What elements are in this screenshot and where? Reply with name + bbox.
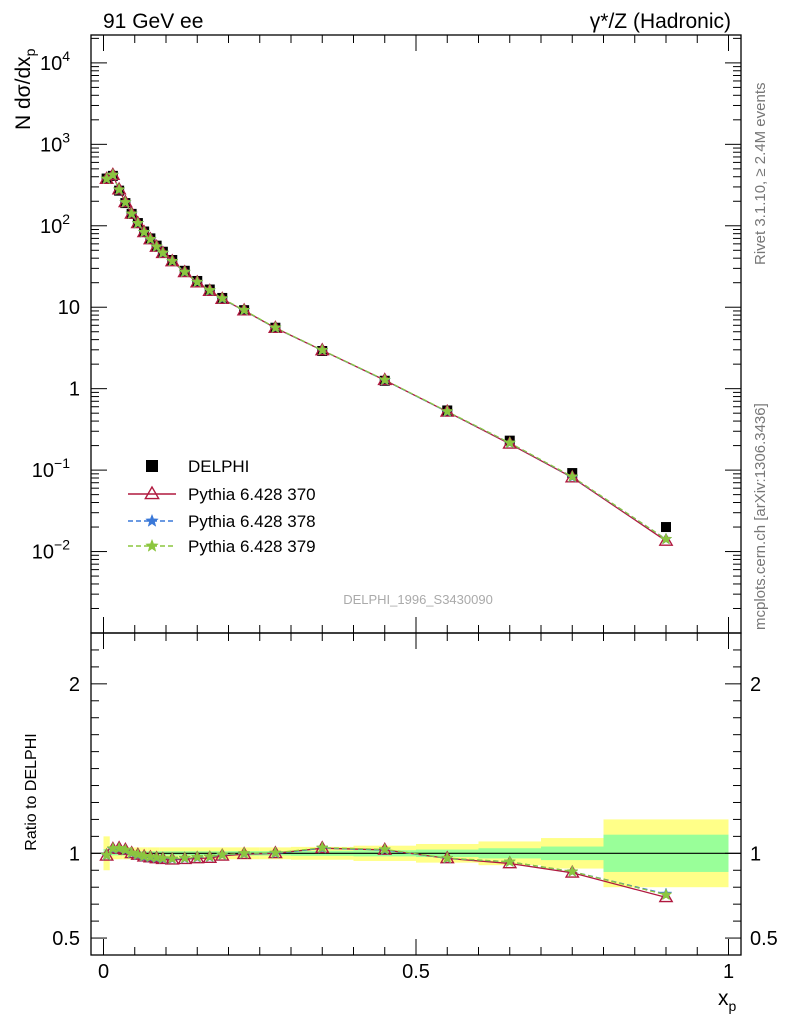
mc-379-point [215, 291, 229, 304]
ratio-379-point [165, 851, 179, 865]
legend-label: Pythia 6.428 378 [188, 512, 316, 531]
ratio-379-point [237, 846, 251, 859]
ratio-379-point [215, 847, 229, 861]
y-tick-label: 10−2 [32, 537, 70, 564]
ratio-370-point [502, 855, 518, 869]
x-tick-label: 0.5 [402, 961, 430, 983]
y-tick-label: 1 [69, 379, 80, 401]
ratio-frame [90, 632, 742, 956]
ratio-379-point [156, 851, 170, 864]
legend: DELPHI Pythia 6.428 370 Pythia 6.428 378 Py… [128, 457, 316, 556]
analysis-watermark: DELPHI_1996_S3430090 [343, 592, 493, 607]
ratio-ylabel: Ratio to DELPHI [23, 733, 40, 850]
ratio-379-point [112, 841, 126, 854]
legend-379-marker [145, 538, 159, 552]
y-tick-label: 10−1 [32, 455, 70, 482]
delphi-point [661, 522, 671, 533]
ratio-379-point [659, 888, 673, 901]
mc-379-point [156, 246, 170, 259]
ratio-y-tick-label: 1 [69, 843, 80, 865]
mc-379-point [315, 343, 329, 356]
mc-379-point [237, 303, 251, 316]
ratio-370-point [658, 889, 674, 903]
ratio-379-point [144, 850, 157, 863]
main-panel: 10−2 10−1 1 10 102 103 104 [32, 34, 742, 955]
mc-379-point [269, 320, 282, 334]
ratio-379-point [137, 849, 151, 862]
legend-delphi-marker [146, 460, 158, 472]
main-ylabel: N dσ/dxp [12, 48, 38, 130]
ratio-379-point [125, 846, 138, 859]
mc-379-point [659, 532, 673, 545]
mc-379-point [150, 239, 163, 253]
mc-379-point [378, 373, 392, 386]
header-left: 91 GeV ee [103, 10, 203, 33]
legend-label: Pythia 6.428 379 [188, 537, 316, 556]
x-tick-label: 1 [723, 961, 734, 983]
ratio-y-tick-label-right: 0.5 [750, 928, 778, 950]
ratio-y-tick-label: 2 [69, 674, 80, 696]
legend-370-marker [144, 485, 160, 500]
header-right: γ*/Z (Hadronic) [590, 10, 731, 33]
ratio-379-point [190, 850, 204, 863]
ratio-379-point [565, 864, 579, 878]
x-tick-label: 0 [98, 961, 109, 983]
y-tick-label: 10 [58, 297, 80, 319]
ratio-379-point [203, 849, 217, 863]
mc-379-point [125, 207, 138, 220]
mc-370-point [658, 533, 674, 546]
mc-379-point [144, 232, 157, 245]
mc-379-point [112, 182, 126, 196]
mc-379-point [565, 469, 579, 483]
rivet-label: Rivet 3.1.10, ≥ 2.4M events [752, 83, 769, 266]
ratio-379-point [503, 855, 517, 868]
y-tick-label: 104 [40, 48, 70, 75]
ratio-379-point [100, 848, 113, 861]
ratio-379-point [178, 851, 192, 864]
ratio-379-point [269, 846, 282, 859]
ratio-379-point [119, 843, 132, 856]
ratio-y-tick-label: 0.5 [52, 928, 80, 950]
legend-label: Pythia 6.428 370 [188, 485, 316, 504]
ratio-y-tick-label-right: 1 [750, 843, 761, 865]
ratio-379-point [378, 842, 392, 855]
ratio-y-tick-label-right: 2 [750, 674, 761, 696]
ratio-panel: 0 0.5 1 0.5 0.5 1 1 2 2 [52, 632, 778, 983]
mc-379-point [503, 436, 517, 449]
mc-379-point [131, 216, 145, 229]
ratio-379-point [315, 840, 329, 854]
ratio-379-point [150, 850, 163, 863]
y-tick-label: 103 [40, 129, 70, 156]
mc-379-point [440, 404, 454, 417]
ratio-379-point [440, 851, 454, 864]
legend-label: DELPHI [188, 457, 249, 476]
mc-379-point [178, 265, 192, 278]
ratio-379-point [131, 847, 145, 860]
mc-379-point [137, 225, 151, 238]
y-tick-label: 102 [40, 211, 70, 238]
ratio-xlabel: xp [718, 987, 737, 1014]
mc-379-point [119, 195, 132, 208]
mcplots-label: mcplots.cern.ch [arXiv:1306.3436] [752, 403, 769, 630]
mc-379-point [106, 168, 120, 181]
mc-379-point [165, 254, 179, 267]
legend-378-marker [145, 513, 159, 527]
mc-379-point [190, 275, 204, 288]
mc-379-point [203, 283, 217, 296]
